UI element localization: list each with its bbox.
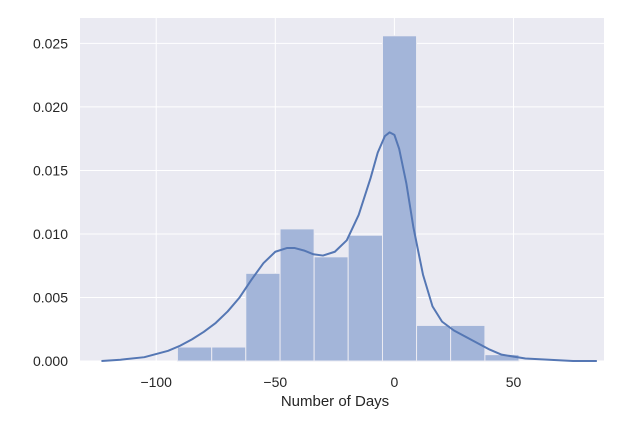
histogram-bar [416,324,452,362]
x-tick-labels: −100 −50 0 50 [140,374,521,390]
histogram-bar [176,346,213,362]
x-tick-label: −50 [263,374,287,390]
y-tick-labels: 0.000 0.005 0.010 0.015 0.020 0.025 [33,35,68,369]
histogram-bar [211,346,247,362]
y-tick-label: 0.000 [33,353,68,369]
y-tick-label: 0.015 [33,162,68,178]
histogram-bars [176,35,520,362]
x-tick-label: 50 [506,374,522,390]
x-axis-label: Number of Days [281,393,389,410]
x-tick-label: 0 [391,374,399,390]
histogram-bar [347,234,383,362]
histogram-bar [381,35,418,362]
y-tick-label: 0.010 [33,226,68,242]
histogram-bar [279,228,315,362]
y-tick-label: 0.025 [33,35,68,51]
kde-curve [101,131,597,362]
histogram-bar [245,272,281,362]
x-tick-label: −100 [140,374,172,390]
y-tick-label: 0.020 [33,99,68,115]
histogram-bar [313,256,349,362]
y-tick-label: 0.005 [33,289,68,305]
